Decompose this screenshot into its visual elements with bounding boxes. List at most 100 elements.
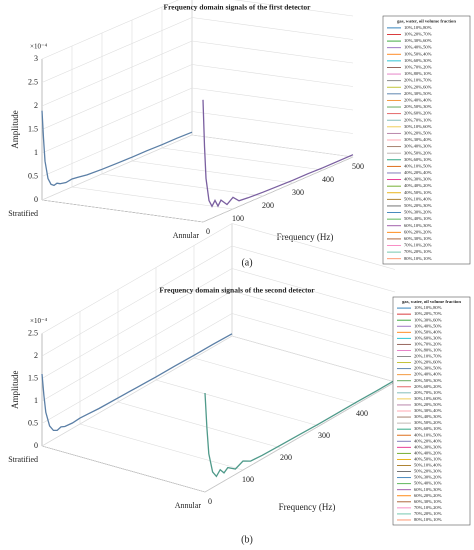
legend-label: 40%,20%,40%: [404, 170, 432, 176]
chart-title: Frequency domain signals of the first de…: [164, 3, 312, 12]
x-tick-label: 300: [318, 431, 330, 440]
legend-label: 10%,80%,10%: [414, 348, 442, 354]
z-tick-label: Annular: [175, 501, 202, 510]
grid-line: [41, 64, 193, 130]
legend-label: 60%,30%,10%: [404, 236, 432, 242]
y-tick-label: 2: [34, 351, 38, 360]
grid-line: [41, 134, 193, 201]
grid-line: [41, 199, 204, 223]
legend-label: 20%,20%,60%: [404, 84, 432, 90]
y-tick-label: 1: [34, 148, 38, 157]
y-tick-label: 0: [34, 195, 38, 204]
y-tick-label: 1.5: [28, 124, 38, 133]
grid-line: [41, 223, 233, 334]
x-tick-label: 300: [292, 188, 304, 197]
x-tick-label: 200: [280, 453, 292, 462]
legend-label: 40%,20%,40%: [414, 438, 442, 444]
legend-label: 10%,20%,70%: [414, 311, 442, 317]
legend-label: 40%,30%,30%: [414, 444, 442, 450]
x-tick-label: 400: [356, 409, 368, 418]
grid-line: [155, 379, 320, 427]
legend-label: 10%,50%,40%: [414, 329, 442, 335]
legend-label: 20%,10%,70%: [414, 354, 442, 360]
grid-line: [41, 111, 193, 177]
grid-line: [41, 17, 193, 83]
grid-line: [202, 156, 354, 223]
z-tick-label: Stratified: [8, 209, 38, 218]
x-axis-label: Frequency (Hz): [277, 232, 334, 242]
grid-line: [41, 268, 233, 379]
legend-label: 30%,60%,10%: [414, 426, 442, 432]
x-tick-label: 100: [232, 214, 244, 223]
legend-label: 60%,30%,10%: [414, 499, 442, 505]
grid-line: [193, 357, 358, 405]
legend-label: 50%,20%,30%: [414, 469, 442, 475]
grid-line: [41, 40, 193, 107]
legend-label: 10%,80%,10%: [404, 71, 432, 77]
chart-title: Frequency domain signals of the second d…: [159, 286, 315, 295]
grid-line: [41, 245, 233, 357]
legend-label: 30%,60%,10%: [404, 157, 432, 163]
x-tick-label: 100: [242, 475, 254, 484]
legend-label: 10%,10%,80%: [414, 305, 442, 311]
y-tick-label: 3: [34, 54, 38, 63]
legend-label: 70%,10%,20%: [404, 243, 432, 249]
grid-line: [41, 0, 179, 60]
legend-label: 50%,10%,40%: [414, 463, 442, 469]
legend-label: 60%,10%,30%: [414, 487, 442, 493]
legend-label: 50%,40%,10%: [414, 481, 442, 487]
legend-label: 10%,50%,40%: [404, 51, 432, 57]
y-tick-label: 1: [34, 396, 38, 405]
legend-label: 30%,30%,40%: [404, 137, 432, 143]
legend-label: 50%,20%,30%: [404, 203, 432, 209]
legend-label: 20%,70%,10%: [414, 390, 442, 396]
legend-label: 70%,20%,10%: [414, 511, 442, 517]
legend-label: 20%,70%,10%: [404, 117, 432, 123]
legend-label: 50%,30%,20%: [414, 475, 442, 481]
legend-label: 30%,30%,40%: [414, 408, 442, 414]
curve: [204, 379, 396, 478]
legend-label: 30%,40%,30%: [404, 144, 432, 150]
grid-line: [233, 0, 354, 17]
x-tick-label: 0: [208, 497, 212, 506]
x-axis-label: Frequency (Hz): [279, 502, 336, 512]
grid-line: [71, 186, 234, 210]
y-tick-label: 2.5: [28, 328, 38, 337]
legend-label: 20%,40%,40%: [404, 97, 432, 103]
grid-line: [191, 17, 354, 40]
y-tick-label: 0.5: [28, 418, 38, 427]
y-multiplier: ×10⁻⁴: [30, 43, 48, 51]
legend-label: 10%,40%,50%: [414, 323, 442, 329]
grid-line: [231, 223, 396, 270]
caption: (a): [241, 257, 252, 268]
y-axis-label: Amplitude: [10, 110, 20, 149]
legend-label: 40%,40%,20%: [414, 450, 442, 456]
grid-line: [231, 268, 396, 315]
x-tick-label: 400: [322, 175, 334, 184]
z-tick-label: Annular: [173, 231, 200, 240]
legend-label: 60%,10%,30%: [404, 223, 432, 229]
legend-label: 50%,30%,20%: [404, 210, 432, 216]
y-tick-label: 2.5: [28, 77, 38, 86]
legend-label: 30%,40%,30%: [414, 414, 442, 420]
legend-label: 20%,60%,20%: [404, 111, 432, 117]
caption: (b): [241, 534, 253, 545]
legend-label: 80%,10%,10%: [404, 256, 432, 262]
legend-label: 10%,30%,60%: [404, 38, 432, 44]
legend-label: 30%,50%,20%: [414, 420, 442, 426]
y-multiplier: ×10⁻⁴: [30, 317, 48, 325]
grid-line: [204, 381, 396, 493]
legend-label: 40%,50%,10%: [414, 456, 442, 462]
grid-line: [41, 335, 233, 447]
y-axis-label: Amplitude: [10, 370, 20, 409]
grid-line: [41, 313, 233, 424]
grid-line: [131, 160, 294, 184]
legend-label: 10%,30%,60%: [414, 317, 442, 323]
curve: [41, 110, 193, 187]
legend-title: gas, water, oil volume fraction: [402, 299, 461, 304]
legend-label: 50%,40%,10%: [404, 216, 432, 222]
x-tick-label: 200: [262, 201, 274, 210]
grid-line: [41, 290, 233, 402]
legend-label: 20%,30%,50%: [414, 366, 442, 372]
